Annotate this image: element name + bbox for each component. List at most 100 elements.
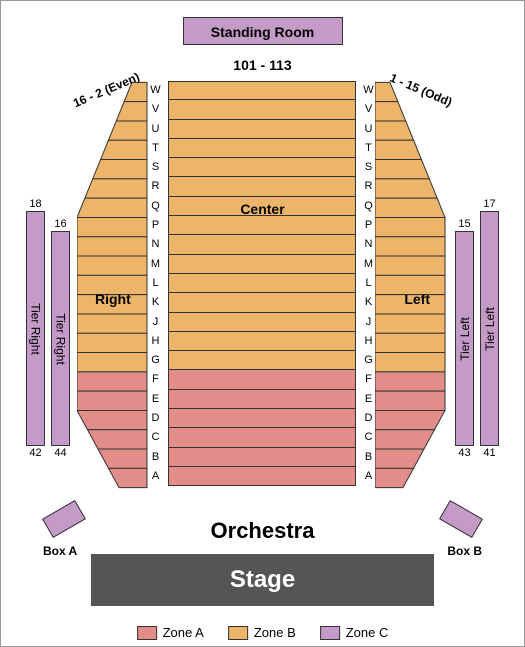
row-letter: Q	[149, 197, 162, 216]
row-letter: L	[149, 274, 162, 293]
orchestra-label: Orchestra	[211, 518, 315, 544]
tier-num: 17	[483, 198, 495, 210]
row-letter: W	[149, 81, 162, 100]
row-letter: V	[149, 100, 162, 119]
tier-label: Tier Left	[483, 307, 497, 351]
center-row[interactable]	[168, 216, 356, 235]
center-row[interactable]	[168, 81, 356, 100]
row-letter: G	[362, 351, 375, 370]
row-letter: P	[149, 216, 162, 235]
tier-label: Tier Right	[29, 303, 43, 355]
tier-left-inner[interactable]: 15 Tier Left 43	[455, 231, 474, 446]
legend: Zone A Zone B Zone C	[137, 625, 389, 640]
seating-chart: Standing Room 101 - 113 16 - 2 (Even) 1 …	[0, 0, 525, 647]
row-letter: C	[149, 428, 162, 447]
row-letter: B	[362, 448, 375, 467]
center-row[interactable]	[168, 409, 356, 428]
legend-item: Zone B	[228, 625, 296, 640]
center-row[interactable]	[168, 158, 356, 177]
row-letter: F	[149, 370, 162, 389]
legend-item: Zone A	[137, 625, 204, 640]
center-row[interactable]	[168, 139, 356, 158]
tier-right-inner[interactable]: 16 Tier Right 44	[51, 231, 70, 446]
standing-room-range: 101 - 113	[233, 57, 291, 73]
center-row[interactable]	[168, 448, 356, 467]
center-row[interactable]	[168, 390, 356, 409]
center-row[interactable]	[168, 235, 356, 254]
tier-label: Tier Right	[54, 313, 68, 365]
center-row[interactable]	[168, 351, 356, 370]
row-letter: W	[362, 81, 375, 100]
row-letter: T	[362, 139, 375, 158]
center-row[interactable]	[168, 120, 356, 139]
tier-num: 42	[29, 447, 41, 459]
legend-swatch	[137, 626, 157, 640]
row-letter: T	[149, 139, 162, 158]
center-row[interactable]	[168, 313, 356, 332]
row-letter: H	[362, 332, 375, 351]
center-section[interactable]	[168, 81, 356, 486]
row-letter: U	[362, 120, 375, 139]
legend-swatch	[320, 626, 340, 640]
row-letter: N	[149, 235, 162, 254]
tier-num: 18	[29, 198, 41, 210]
tier-num: 41	[483, 447, 495, 459]
center-row[interactable]	[168, 332, 356, 351]
row-letter: L	[362, 274, 375, 293]
tier-label: Tier Left	[458, 317, 472, 361]
row-letter: K	[149, 293, 162, 312]
row-letter: N	[362, 235, 375, 254]
row-letter: E	[362, 390, 375, 409]
legend-label: Zone A	[163, 625, 204, 640]
row-letter: D	[149, 409, 162, 428]
legend-label: Zone B	[254, 625, 296, 640]
standing-room-section[interactable]: Standing Room	[183, 17, 343, 45]
tier-num: 16	[54, 218, 66, 230]
left-section-label: Left	[404, 291, 430, 307]
row-letter: C	[362, 428, 375, 447]
center-row[interactable]	[168, 255, 356, 274]
center-section-label: Center	[240, 201, 284, 217]
row-letter: P	[362, 216, 375, 235]
tier-num: 44	[54, 447, 66, 459]
box-b-section[interactable]	[439, 500, 483, 538]
tier-num: 43	[458, 447, 470, 459]
right-section-label: Right	[95, 291, 131, 307]
row-letter: A	[149, 467, 162, 486]
center-row[interactable]	[168, 274, 356, 293]
box-a-label: Box A	[43, 544, 77, 558]
row-letter: U	[149, 120, 162, 139]
row-letter: R	[149, 177, 162, 196]
row-letter: G	[149, 351, 162, 370]
row-letter: S	[149, 158, 162, 177]
row-letter: B	[149, 448, 162, 467]
center-row[interactable]	[168, 428, 356, 447]
legend-swatch	[228, 626, 248, 640]
right-wing-section[interactable]	[77, 81, 149, 491]
row-letter: J	[362, 313, 375, 332]
row-letter: R	[362, 177, 375, 196]
row-letter: Q	[362, 197, 375, 216]
row-letter: D	[362, 409, 375, 428]
center-row[interactable]	[168, 177, 356, 196]
center-row[interactable]	[168, 370, 356, 389]
row-letter: H	[149, 332, 162, 351]
row-letters-right: WVUTSRQPNMLKJHGFEDCBA	[362, 81, 375, 486]
center-row[interactable]	[168, 293, 356, 312]
row-letters-left: WVUTSRQPNMLKJHGFEDCBA	[149, 81, 162, 486]
stage: Stage	[91, 554, 434, 606]
row-letter: K	[362, 293, 375, 312]
left-wing-section[interactable]	[375, 81, 447, 491]
tier-right-outer[interactable]: 18 Tier Right 42	[26, 211, 45, 446]
box-b-label: Box B	[447, 544, 482, 558]
center-row[interactable]	[168, 467, 356, 486]
legend-item: Zone C	[320, 625, 389, 640]
tier-left-outer[interactable]: 17 Tier Left 41	[480, 211, 499, 446]
center-row[interactable]	[168, 100, 356, 119]
row-letter: F	[362, 370, 375, 389]
legend-label: Zone C	[346, 625, 389, 640]
row-letter: M	[149, 255, 162, 274]
row-letter: S	[362, 158, 375, 177]
box-a-section[interactable]	[42, 500, 86, 538]
row-letter: E	[149, 390, 162, 409]
